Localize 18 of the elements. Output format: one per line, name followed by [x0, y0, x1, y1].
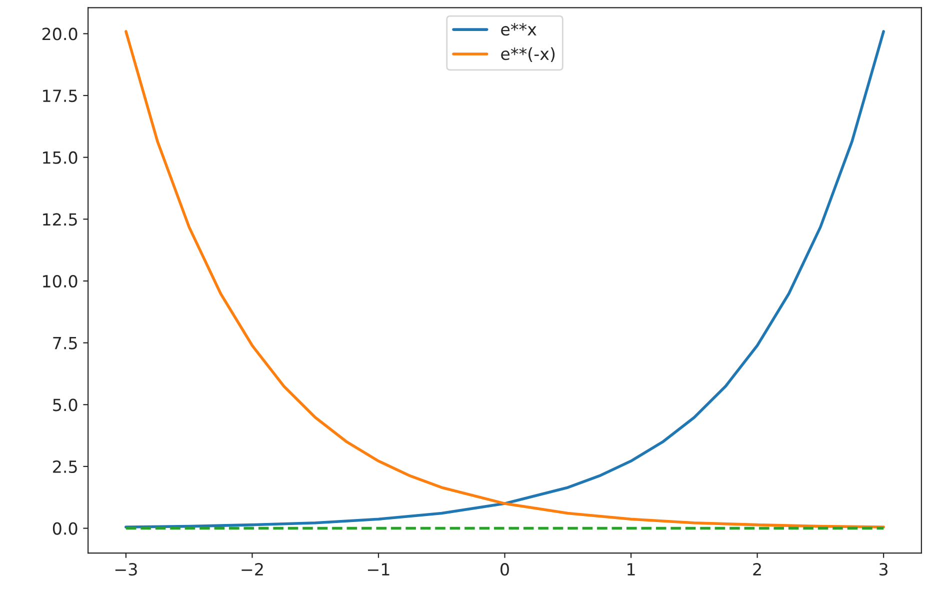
x-tick-label: 3: [880, 563, 888, 576]
y-tick-label: 10.0: [43, 274, 78, 288]
y-tick-label: 5.0: [53, 398, 78, 412]
x-tick-label: −1: [368, 563, 390, 576]
x-tick-label: −2: [242, 563, 263, 576]
y-tick-label: 20.0: [42, 28, 78, 40]
y-tick-label: 17.5: [43, 90, 77, 102]
y-tick-label: 7.5: [53, 336, 77, 350]
x-tick-label: 1: [628, 563, 635, 576]
x-tick-label: 2: [753, 563, 761, 576]
x-tick-label: 0: [500, 563, 509, 576]
y-tick-label: 0.0: [52, 522, 78, 535]
legend-label: e**x: [501, 23, 536, 36]
y-tick-label: 2.5: [53, 460, 77, 474]
legend-label: e**(-x): [501, 47, 555, 62]
y-tick-label: 15.0: [43, 151, 78, 164]
x-tick-label: −3: [115, 563, 137, 576]
y-tick-label: 12.5: [43, 213, 77, 226]
